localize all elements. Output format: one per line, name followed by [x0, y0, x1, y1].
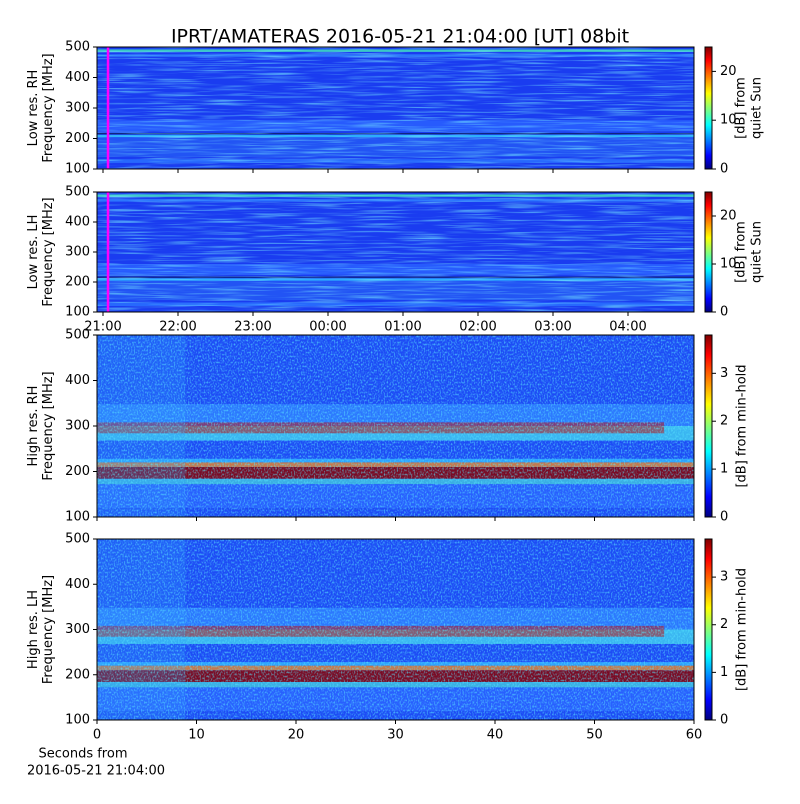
colorbar-tick-label: 3 — [720, 366, 728, 381]
spectrogram-image — [97, 192, 694, 312]
y-tick-label: 100 — [65, 713, 90, 728]
colorbar — [704, 46, 713, 170]
spectrogram-image — [97, 47, 694, 169]
y-axis-label: High res. LH — [26, 590, 41, 669]
image-noise — [97, 539, 694, 720]
x-tick-label: 20 — [288, 728, 305, 743]
y-tick-label: 200 — [65, 131, 90, 146]
colorbar-tick-label: 10 — [720, 113, 737, 128]
colorbar-tick-label: 20 — [720, 209, 737, 224]
x-tick-label: 22:00 — [159, 320, 196, 335]
y-tick-label: 300 — [65, 101, 90, 116]
chart-title: IPRT/AMATERAS 2016-05-21 21:04:00 [UT] 0… — [171, 26, 629, 48]
y-tick-label: 500 — [65, 532, 90, 547]
colorbar-tick-label: 0 — [720, 510, 728, 525]
y-tick-label: 400 — [65, 215, 90, 230]
colorbar — [704, 191, 713, 313]
colorbar — [704, 334, 713, 518]
y-axis-label: Low res. LH — [26, 215, 41, 290]
x-tick-label: 23:00 — [234, 320, 271, 335]
colorbar-label: quiet Sun — [750, 221, 765, 283]
colorbar-tick-label: 2 — [720, 617, 728, 632]
x-tick-label: 02:00 — [459, 320, 496, 335]
x-tick-label: 03:00 — [534, 320, 571, 335]
x-tick-label: 40 — [487, 728, 504, 743]
colorbar-label: [dB] from min-hold — [735, 568, 750, 691]
x-tick-label: 10 — [188, 728, 205, 743]
y-tick-label: 100 — [65, 510, 90, 525]
colorbar-label: quiet Sun — [750, 77, 765, 139]
x-tick-label: 50 — [586, 728, 603, 743]
y-tick-label: 500 — [65, 328, 90, 343]
y-tick-label: 500 — [65, 185, 90, 200]
spectrogram-panel: 100 200 300 400 500 High res. RH Frequency [MH… — [26, 328, 750, 525]
colorbar-tick-label: 0 — [720, 162, 728, 177]
x-axis-label: 2016-05-21 21:04:00 — [27, 764, 165, 779]
y-axis-label: Frequency [MHz] — [41, 575, 56, 684]
y-tick-label: 400 — [65, 70, 90, 85]
y-tick-label: 400 — [65, 373, 90, 388]
y-tick-label: 200 — [65, 275, 90, 290]
colorbar-label: [dB] from — [734, 221, 749, 283]
y-tick-label: 300 — [65, 245, 90, 260]
x-tick-label: 30 — [387, 728, 404, 743]
y-tick-label: 300 — [65, 622, 90, 637]
colorbar-tick-label: 3 — [720, 570, 728, 585]
x-tick-label: 01:00 — [384, 320, 421, 335]
x-tick-label: 21:00 — [84, 320, 121, 335]
y-axis-label: Frequency [MHz] — [41, 53, 56, 162]
y-tick-label: 200 — [65, 667, 90, 682]
colorbar-tick-label: 1 — [720, 665, 728, 680]
x-axis-label: Seconds from — [38, 747, 127, 762]
colorbar-tick-label: 2 — [720, 414, 728, 429]
spectrogram-image — [97, 539, 694, 720]
y-tick-label: 100 — [65, 305, 90, 320]
y-axis-label: Low res. RH — [26, 70, 41, 147]
x-tick-label: 0 — [93, 728, 101, 743]
image-noise — [97, 335, 694, 517]
image-noise — [97, 47, 694, 169]
colorbar-tick-label: 0 — [720, 305, 728, 320]
y-tick-label: 300 — [65, 419, 90, 434]
y-tick-label: 200 — [65, 464, 90, 479]
image-noise — [97, 192, 694, 312]
spectrogram-image — [97, 335, 694, 517]
y-axis-label: Frequency [MHz] — [41, 371, 56, 480]
colorbar-label: [dB] from — [734, 77, 749, 139]
x-tick-label: 00:00 — [309, 320, 346, 335]
y-axis-label: High res. RH — [26, 386, 41, 467]
x-tick-label: 04:00 — [609, 320, 646, 335]
x-tick-label: 60 — [686, 728, 703, 743]
colorbar — [704, 538, 713, 721]
colorbar-label: [dB] from min-hold — [735, 364, 750, 487]
colorbar-tick-label: 20 — [720, 64, 737, 79]
y-tick-label: 100 — [65, 162, 90, 177]
colorbar-tick-label: 1 — [720, 462, 728, 477]
colorbar-tick-label: 0 — [720, 713, 728, 728]
y-tick-label: 500 — [65, 40, 90, 55]
y-tick-label: 400 — [65, 577, 90, 592]
colorbar-tick-label: 10 — [720, 257, 737, 272]
y-axis-label: Frequency [MHz] — [41, 197, 56, 306]
